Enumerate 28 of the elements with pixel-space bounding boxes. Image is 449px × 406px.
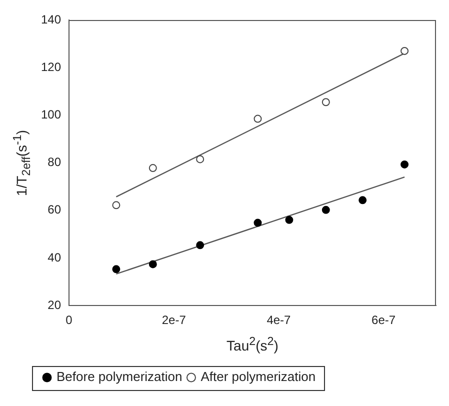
y-tick-label: 40 <box>48 250 62 264</box>
point <box>112 265 120 274</box>
point <box>196 155 204 164</box>
legend-label: Before polymerization <box>56 369 182 384</box>
point <box>400 46 409 55</box>
y-tick-label: 60 <box>48 202 62 217</box>
x-tick-label: 4e-7 <box>266 313 292 328</box>
y-tick-label: 80 <box>48 155 62 170</box>
y-tick-label: 20 <box>48 298 62 312</box>
point <box>148 260 157 268</box>
y-tick-label: 100 <box>40 108 62 122</box>
point <box>112 201 120 210</box>
x-tick-label: 6e-7 <box>372 313 396 328</box>
point <box>322 206 330 214</box>
legend-label: After polymerization <box>200 369 316 384</box>
y-tick-label: 140 <box>40 12 62 26</box>
y-tick-label: 120 <box>40 60 62 74</box>
x-tick-label: 0 <box>66 313 73 328</box>
point <box>196 241 204 250</box>
point <box>400 160 409 168</box>
point <box>285 216 294 224</box>
point <box>322 98 330 106</box>
point <box>254 114 262 123</box>
x-axis-title: Tau$^{2}$(s$^{2}$) <box>226 335 280 354</box>
x-tick-label: 2e-7 <box>162 313 186 328</box>
point <box>254 218 262 227</box>
point <box>148 164 157 172</box>
point <box>358 196 367 204</box>
